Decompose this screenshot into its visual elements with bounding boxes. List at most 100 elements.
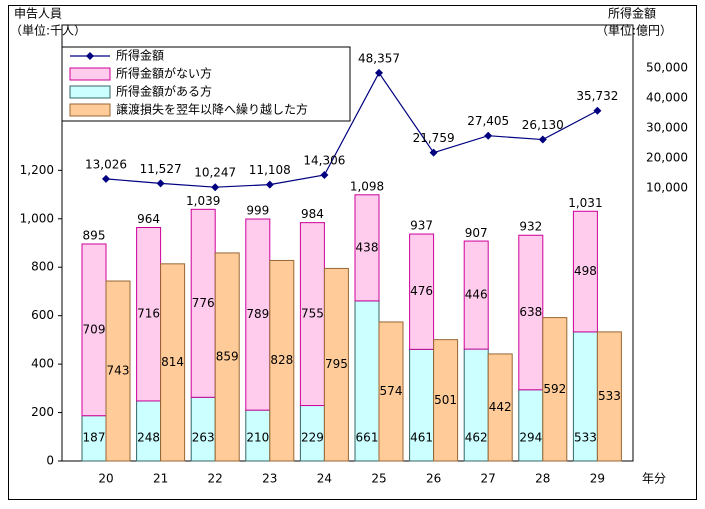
y2-tick-label: 50,000 — [646, 60, 688, 74]
bar-value-label: 476 — [410, 284, 433, 298]
y-tick-label: 1,200 — [20, 163, 54, 177]
bar — [542, 317, 568, 462]
line-series — [105, 71, 598, 188]
bar — [596, 331, 622, 462]
bar-segment — [409, 233, 435, 350]
bar-value-label: 743 — [107, 364, 130, 378]
line-value-label: 48,357 — [358, 51, 400, 65]
bar-value-label: 498 — [574, 264, 597, 278]
legend-marker — [86, 52, 94, 60]
bar-value-label: 789 — [246, 307, 269, 321]
bar-segment — [572, 331, 598, 462]
y-tick-label: 600 — [31, 308, 54, 322]
bar — [160, 263, 186, 462]
line-marker — [211, 183, 220, 192]
total-label: 1,031 — [568, 196, 602, 210]
bar-segment — [81, 243, 107, 417]
bar-segment — [245, 218, 271, 411]
bar-value-label: 814 — [161, 355, 184, 369]
bar-value-label: 661 — [356, 431, 379, 445]
x-tick-label: 26 — [426, 472, 441, 486]
bar-segment — [518, 389, 544, 462]
bar-value-label: 574 — [380, 384, 403, 398]
y-tick-label: 800 — [31, 260, 54, 274]
line-marker — [265, 180, 274, 189]
bar-segment — [463, 240, 489, 350]
line-value-label: 10,247 — [194, 166, 236, 180]
bar-value-label: 438 — [356, 240, 379, 254]
bar — [214, 252, 240, 462]
total-label: 964 — [137, 212, 160, 226]
y-tick-label: 0 — [46, 454, 54, 468]
bar-value-label: 533 — [574, 431, 597, 445]
bar-value-label: 776 — [192, 296, 215, 310]
bar — [433, 339, 459, 462]
bar-segment — [518, 234, 544, 391]
bar-value-label: 755 — [301, 307, 324, 321]
y2-tick-label: 30,000 — [646, 120, 688, 134]
x-tick-label: 23 — [262, 472, 277, 486]
total-label: 895 — [83, 229, 106, 243]
y2-axis-unit: （単位:億円） — [596, 23, 672, 38]
bar-value-label: 210 — [246, 431, 269, 445]
line-value-label: 11,527 — [140, 162, 182, 176]
bar-value-label: 263 — [192, 431, 215, 445]
line-marker — [484, 131, 493, 140]
bar-value-label: 501 — [434, 393, 457, 407]
legend-label: 所得金額 — [116, 48, 164, 63]
y2-tick-label: 10,000 — [646, 180, 688, 194]
line-marker — [102, 174, 110, 183]
total-label: 932 — [519, 220, 542, 234]
total-label: 937 — [410, 219, 433, 233]
bar-segment — [354, 194, 380, 302]
bar-value-label: 859 — [216, 349, 239, 363]
y-axis-label: 申告人員 — [14, 7, 62, 21]
total-label: 1,039 — [186, 194, 220, 208]
bar-value-label: 533 — [598, 389, 621, 403]
bar — [323, 267, 349, 462]
line-value-label: 27,405 — [467, 114, 509, 128]
bar-value-label: 592 — [543, 382, 566, 396]
legend-label: 所得金額がある方 — [116, 84, 212, 99]
x-tick-label: 27 — [481, 472, 496, 486]
x-tick-label: 24 — [317, 472, 332, 486]
line-value-label: 35,732 — [576, 89, 618, 103]
x-tick-label: 28 — [535, 472, 550, 486]
y2-tick-label: 40,000 — [646, 90, 688, 104]
bar-segment — [245, 409, 271, 462]
bar — [487, 353, 513, 462]
y-tick-label: 200 — [31, 405, 54, 419]
bar-value-label: 229 — [301, 431, 324, 445]
bar-segment — [299, 222, 325, 407]
line-marker — [156, 179, 165, 188]
bar — [269, 259, 295, 462]
bar-segment — [190, 208, 216, 398]
bar-value-label: 709 — [83, 322, 106, 336]
bar-segment — [572, 210, 598, 333]
line-value-label: 14,306 — [303, 154, 345, 168]
legend-label: 所得金額がない方 — [116, 66, 212, 81]
bar-segment — [299, 405, 325, 462]
bar-segment — [81, 415, 107, 462]
line-value-label: 11,108 — [249, 163, 291, 177]
x-tick-label: 25 — [371, 472, 386, 486]
line-marker — [593, 106, 602, 115]
bar — [378, 321, 404, 462]
bar-value-label: 294 — [519, 431, 542, 445]
bar-value-label: 446 — [465, 288, 488, 302]
legend-swatch — [69, 103, 111, 117]
total-label: 907 — [465, 226, 488, 240]
line-marker — [538, 135, 547, 144]
legend-label: 譲渡損失を翌年以降へ繰り越した方 — [116, 102, 308, 117]
legend-swatch — [69, 67, 111, 81]
y2-tick-label: 20,000 — [646, 150, 688, 164]
legend-swatch — [69, 85, 111, 99]
bar-segment — [354, 300, 380, 462]
line-value-label: 13,026 — [85, 157, 127, 171]
y-tick-label: 400 — [31, 357, 54, 371]
bar-value-label: 638 — [519, 305, 542, 319]
bar-value-label: 461 — [410, 431, 433, 445]
total-label: 984 — [301, 207, 324, 221]
line-value-label: 26,130 — [522, 118, 564, 132]
